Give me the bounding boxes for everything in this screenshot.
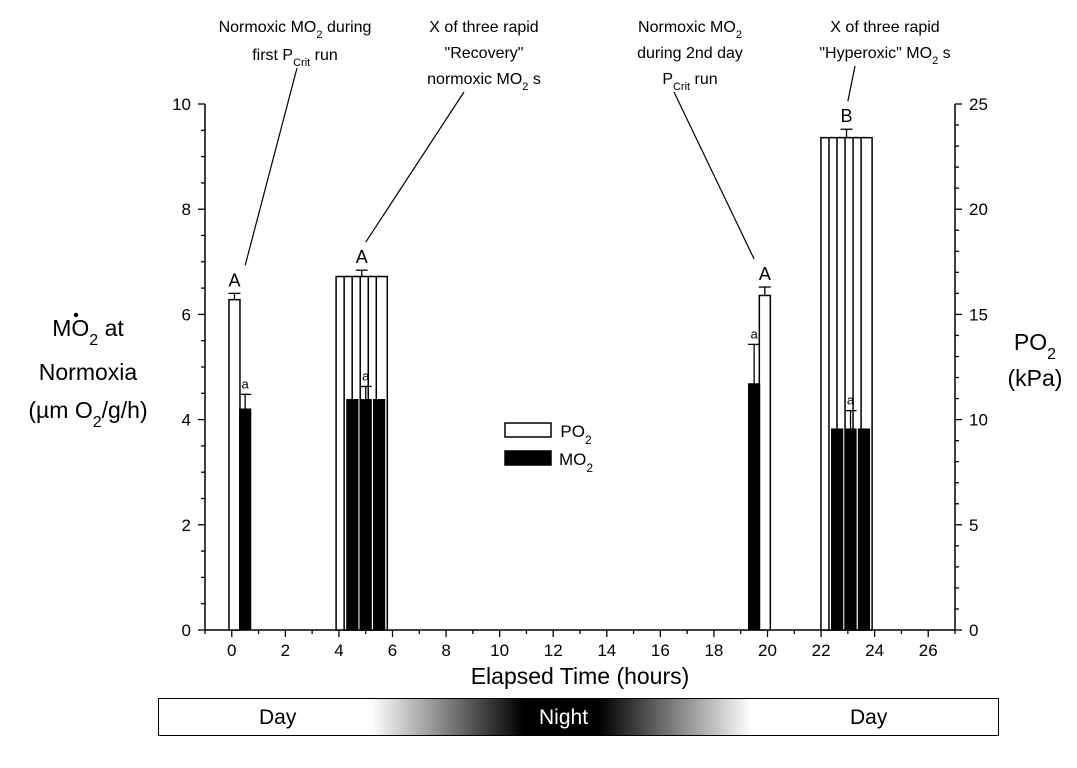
x-tick-label: 10 xyxy=(490,641,509,660)
annotation-text: Normoxic MO2 xyxy=(638,19,742,41)
annotation-leader-line xyxy=(365,91,465,243)
x-tick-label: 6 xyxy=(388,641,397,660)
legend-swatch-mo2 xyxy=(504,450,552,466)
mo2-bar xyxy=(831,428,844,631)
y-left-tick-label: 10 xyxy=(172,95,191,114)
y-right-tick-label: 0 xyxy=(969,621,978,640)
mo2-significance-letter: a xyxy=(362,368,370,383)
po2-significance-letter: A xyxy=(759,264,771,284)
mo2-bar xyxy=(844,428,857,631)
x-tick-label: 4 xyxy=(334,641,343,660)
x-tick-label: 0 xyxy=(227,641,236,660)
mo2-significance-letter: a xyxy=(242,376,250,391)
y-left-axis-title-line: Normoxia xyxy=(39,359,138,385)
y-right-tick-label: 5 xyxy=(969,516,978,535)
x-tick-label: 26 xyxy=(919,641,938,660)
x-tick-label: 8 xyxy=(441,641,450,660)
y-right-tick-label: 20 xyxy=(969,200,988,219)
po2-significance-letter: A xyxy=(356,247,368,267)
mo2-bar xyxy=(748,383,761,631)
night-label: Night xyxy=(539,706,589,729)
mo2-significance-letter: a xyxy=(847,393,855,408)
annotation-text: normoxic MO2 s xyxy=(427,71,541,93)
x-tick-label: 24 xyxy=(865,641,884,660)
po2-significance-letter: B xyxy=(841,106,853,126)
annotation-leader-line xyxy=(847,65,856,102)
annotation-text: X of three rapid xyxy=(429,19,538,36)
day-label-start: Day xyxy=(259,706,297,729)
y-right-tick-label: 15 xyxy=(969,305,988,324)
x-tick-label: 16 xyxy=(651,641,670,660)
y-right-tick-label: 10 xyxy=(969,411,988,430)
y-left-tick-label: 0 xyxy=(182,621,191,640)
legend-swatch-po2 xyxy=(504,422,552,438)
x-tick-label: 2 xyxy=(281,641,290,660)
legend-label-mo2: MO2 xyxy=(559,450,593,475)
x-tick-label: 22 xyxy=(812,641,831,660)
dot-accent xyxy=(73,312,79,318)
y-left-tick-label: 6 xyxy=(182,305,191,324)
x-tick-label: 20 xyxy=(758,641,777,660)
annotation-leader-line xyxy=(673,91,755,260)
y-right-axis-title-line: (kPa) xyxy=(1008,365,1063,391)
day-label-end: Day xyxy=(850,706,888,729)
y-left-tick-label: 8 xyxy=(182,200,191,219)
legend-label-po2: PO2 xyxy=(560,422,592,447)
y-right-tick-label: 25 xyxy=(969,95,988,114)
annotation-text: Normoxic MO2 during xyxy=(219,19,372,41)
x-tick-label: 18 xyxy=(704,641,723,660)
y-right-axis-title-line: PO2 xyxy=(1014,329,1056,363)
mo2-bar xyxy=(239,408,252,631)
mo2-bar xyxy=(359,399,372,631)
po2-significance-letter: A xyxy=(228,270,240,290)
day-night-bar: Day Night Day xyxy=(158,698,999,736)
mo2-significance-letter: a xyxy=(750,326,758,341)
x-axis-title: Elapsed Time (hours) xyxy=(471,663,690,689)
annotation-text: first PCrit run xyxy=(252,47,338,69)
annotation-text: "Recovery" xyxy=(445,45,524,62)
y-left-tick-label: 4 xyxy=(182,411,191,430)
x-tick-label: 12 xyxy=(544,641,563,660)
po2-bar xyxy=(758,294,772,631)
annotation-text: PCrit run xyxy=(662,71,717,93)
y-left-axis-title-line: (µm O2/g/h) xyxy=(28,397,147,431)
mo2-bar xyxy=(373,399,386,631)
annotation-text: during 2nd day xyxy=(637,45,743,62)
po2-bar xyxy=(228,298,241,631)
annotation-text: X of three rapid xyxy=(830,19,939,36)
y-left-axis-title-line: MO2 at xyxy=(52,315,124,349)
annotation-text: "Hyperoxic" MO2 s xyxy=(819,45,950,67)
annotation-leader-line xyxy=(244,67,298,266)
mo2-bar xyxy=(346,399,359,631)
x-tick-label: 14 xyxy=(597,641,616,660)
mo2-bar xyxy=(857,428,871,631)
night-gradient xyxy=(371,699,751,735)
y-left-tick-label: 2 xyxy=(182,516,191,535)
